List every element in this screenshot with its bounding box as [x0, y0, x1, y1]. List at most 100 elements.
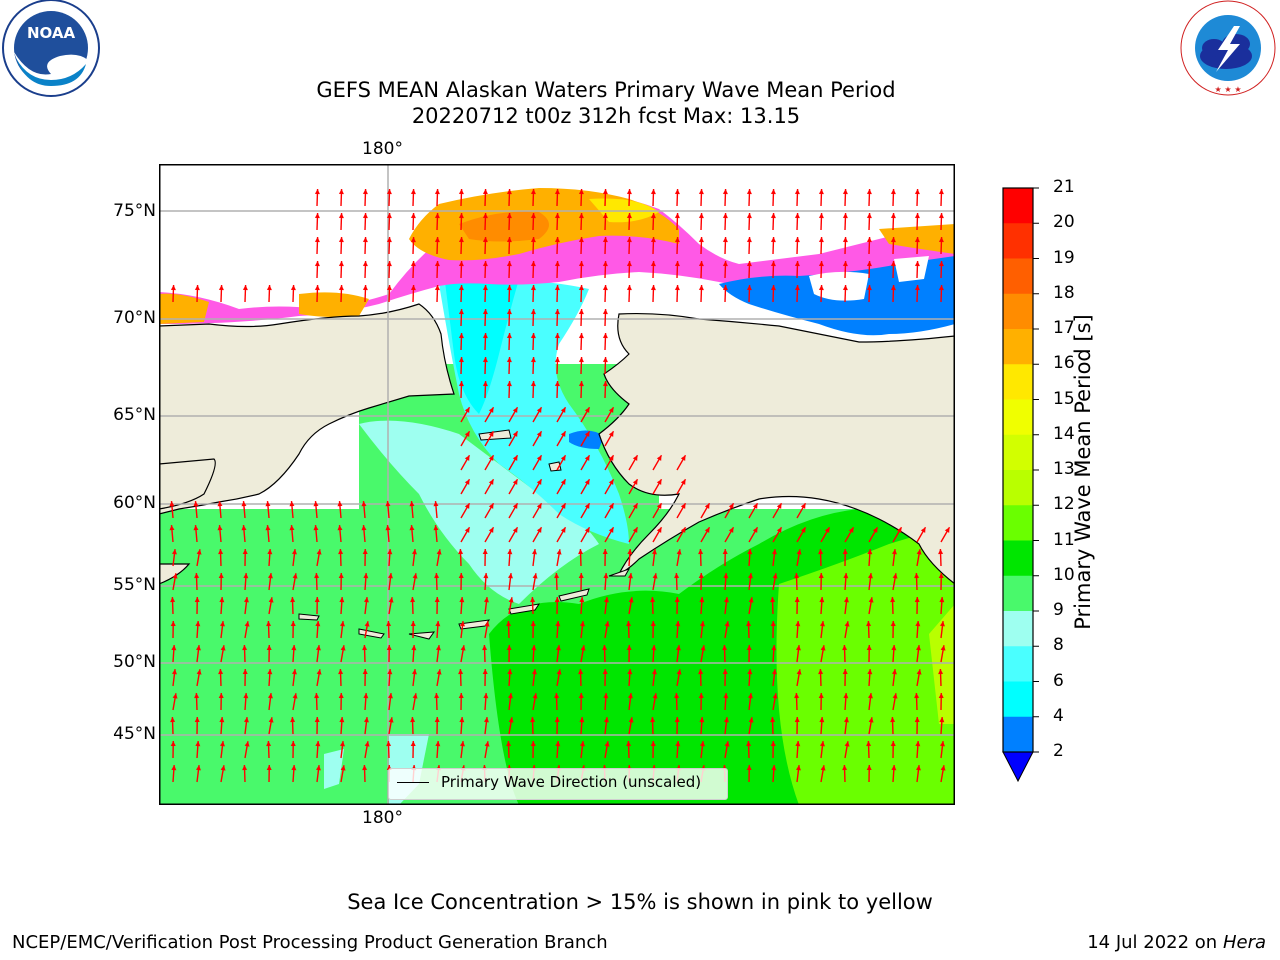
wave-arrow-head [746, 237, 752, 243]
colorbar-tick-label: 4 [1053, 705, 1064, 726]
wave-arrow-head [458, 237, 464, 243]
wave-arrow-head [650, 621, 656, 627]
wave-arrow-head [195, 765, 201, 771]
wave-arrow-head [265, 525, 271, 531]
wave-arrow-head [386, 741, 392, 747]
wave-arrow-head [890, 189, 896, 195]
wave-arrow-head [530, 237, 536, 243]
wave-arrow-head [412, 573, 418, 579]
wave-arrow-head [700, 645, 706, 651]
wave-arrow-head [242, 549, 248, 555]
wave-arrow-head [313, 525, 319, 531]
wave-arrow-head [872, 527, 878, 533]
wave-arrow-head [626, 645, 632, 651]
wave-arrow-head [584, 431, 590, 437]
wave-arrow-head [584, 407, 590, 413]
wave-arrow-head [938, 549, 944, 555]
wave-arrow-head [506, 261, 512, 267]
wave-arrow-head [746, 621, 752, 627]
wave-arrow-head [626, 621, 632, 627]
wave-arrow-head [578, 285, 584, 291]
wave-arrow-head [338, 693, 344, 699]
wave-arrow-head [651, 549, 657, 555]
wave-arrow-head [627, 549, 633, 555]
wave-arrow-head [195, 741, 201, 747]
wave-arrow-head [866, 189, 872, 195]
wave-arrow-head [482, 261, 488, 267]
wave-arrow-head [458, 333, 464, 339]
wave-arrow-head [608, 479, 614, 485]
wave-arrow-head [675, 621, 681, 627]
wave-arrow-head [794, 285, 800, 291]
wave-arrow-head [602, 645, 608, 651]
wave-arrow-head [771, 645, 777, 651]
wave-arrow-head [339, 717, 345, 723]
wave-arrow-head [217, 501, 223, 507]
wave-direction-arrows [169, 188, 951, 783]
wave-arrow-head [818, 669, 824, 675]
wave-arrow-head [314, 285, 320, 291]
wave-arrow-head [866, 645, 872, 651]
wave-arrow-head [650, 237, 656, 243]
wave-arrow-head [890, 213, 896, 219]
wave-arrow-head [627, 573, 633, 579]
wave-arrow-head [507, 693, 513, 699]
wave-arrow-head [650, 597, 656, 603]
wave-arrow-head [680, 527, 686, 533]
footer-date: 14 Jul 2022 on Hera [1087, 932, 1266, 953]
wave-arrow-head [385, 501, 391, 507]
wave-arrow-head [338, 549, 344, 555]
wave-arrow-head [746, 765, 752, 771]
wave-arrow-head [484, 741, 490, 747]
wave-arrow-head [603, 693, 609, 699]
wave-arrow-head [914, 189, 920, 195]
wave-arrow-head [626, 213, 632, 219]
wave-arrow-head [939, 717, 945, 723]
wave-arrow-head [362, 189, 368, 195]
wave-arrow-head [364, 741, 370, 747]
wave-arrow-head [699, 621, 705, 627]
wave-arrow-head [170, 741, 176, 747]
wave-arrow-head [482, 237, 488, 243]
wave-arrow-head [488, 503, 494, 509]
wave-arrow-head [698, 189, 704, 195]
wave-arrow-head [506, 309, 512, 315]
wave-arrow-head [531, 549, 537, 555]
wave-arrow-head [244, 741, 250, 747]
wave-arrow-head [626, 189, 632, 195]
wave-arrow-head [243, 717, 249, 723]
wave-arrow-head [458, 573, 464, 579]
wave-arrow-head [602, 381, 608, 387]
wave-arrow-head [268, 597, 274, 603]
wave-arrow-head [722, 213, 728, 219]
wave-arrow-head [914, 213, 920, 219]
wave-arrow-head [892, 693, 898, 699]
wave-arrow-head [770, 189, 776, 195]
lat-label-55: 55°N [113, 575, 156, 595]
wave-arrow-head [608, 431, 614, 437]
wave-arrow-head [771, 669, 777, 675]
lat-label-45: 45°N [113, 724, 156, 744]
wave-arrow-head [410, 189, 416, 195]
wave-arrow-head [220, 645, 226, 651]
wave-arrow-head [268, 717, 274, 723]
wave-arrow-head [554, 309, 560, 315]
wave-arrow-head [338, 573, 344, 579]
wave-arrow-head [314, 717, 320, 723]
wave-arrow-head [794, 213, 800, 219]
wave-arrow-head [386, 237, 392, 243]
wave-arrow-head [314, 693, 320, 699]
wave-arrow-head [218, 693, 224, 699]
wave-arrow-head [482, 669, 488, 675]
wave-arrow-head [794, 573, 800, 579]
wave-arrow-head [362, 549, 368, 555]
wave-arrow-head [578, 189, 584, 195]
wave-arrow-head [650, 717, 656, 723]
wave-arrow-head [652, 573, 658, 579]
lon-label-top: 180° [362, 139, 403, 159]
wave-arrow-head [656, 455, 662, 461]
wave-arrow-head [915, 621, 921, 627]
colorbar-tick-label: 10 [1053, 564, 1075, 585]
wave-arrow-head [242, 765, 248, 771]
wave-arrow-head [362, 213, 368, 219]
